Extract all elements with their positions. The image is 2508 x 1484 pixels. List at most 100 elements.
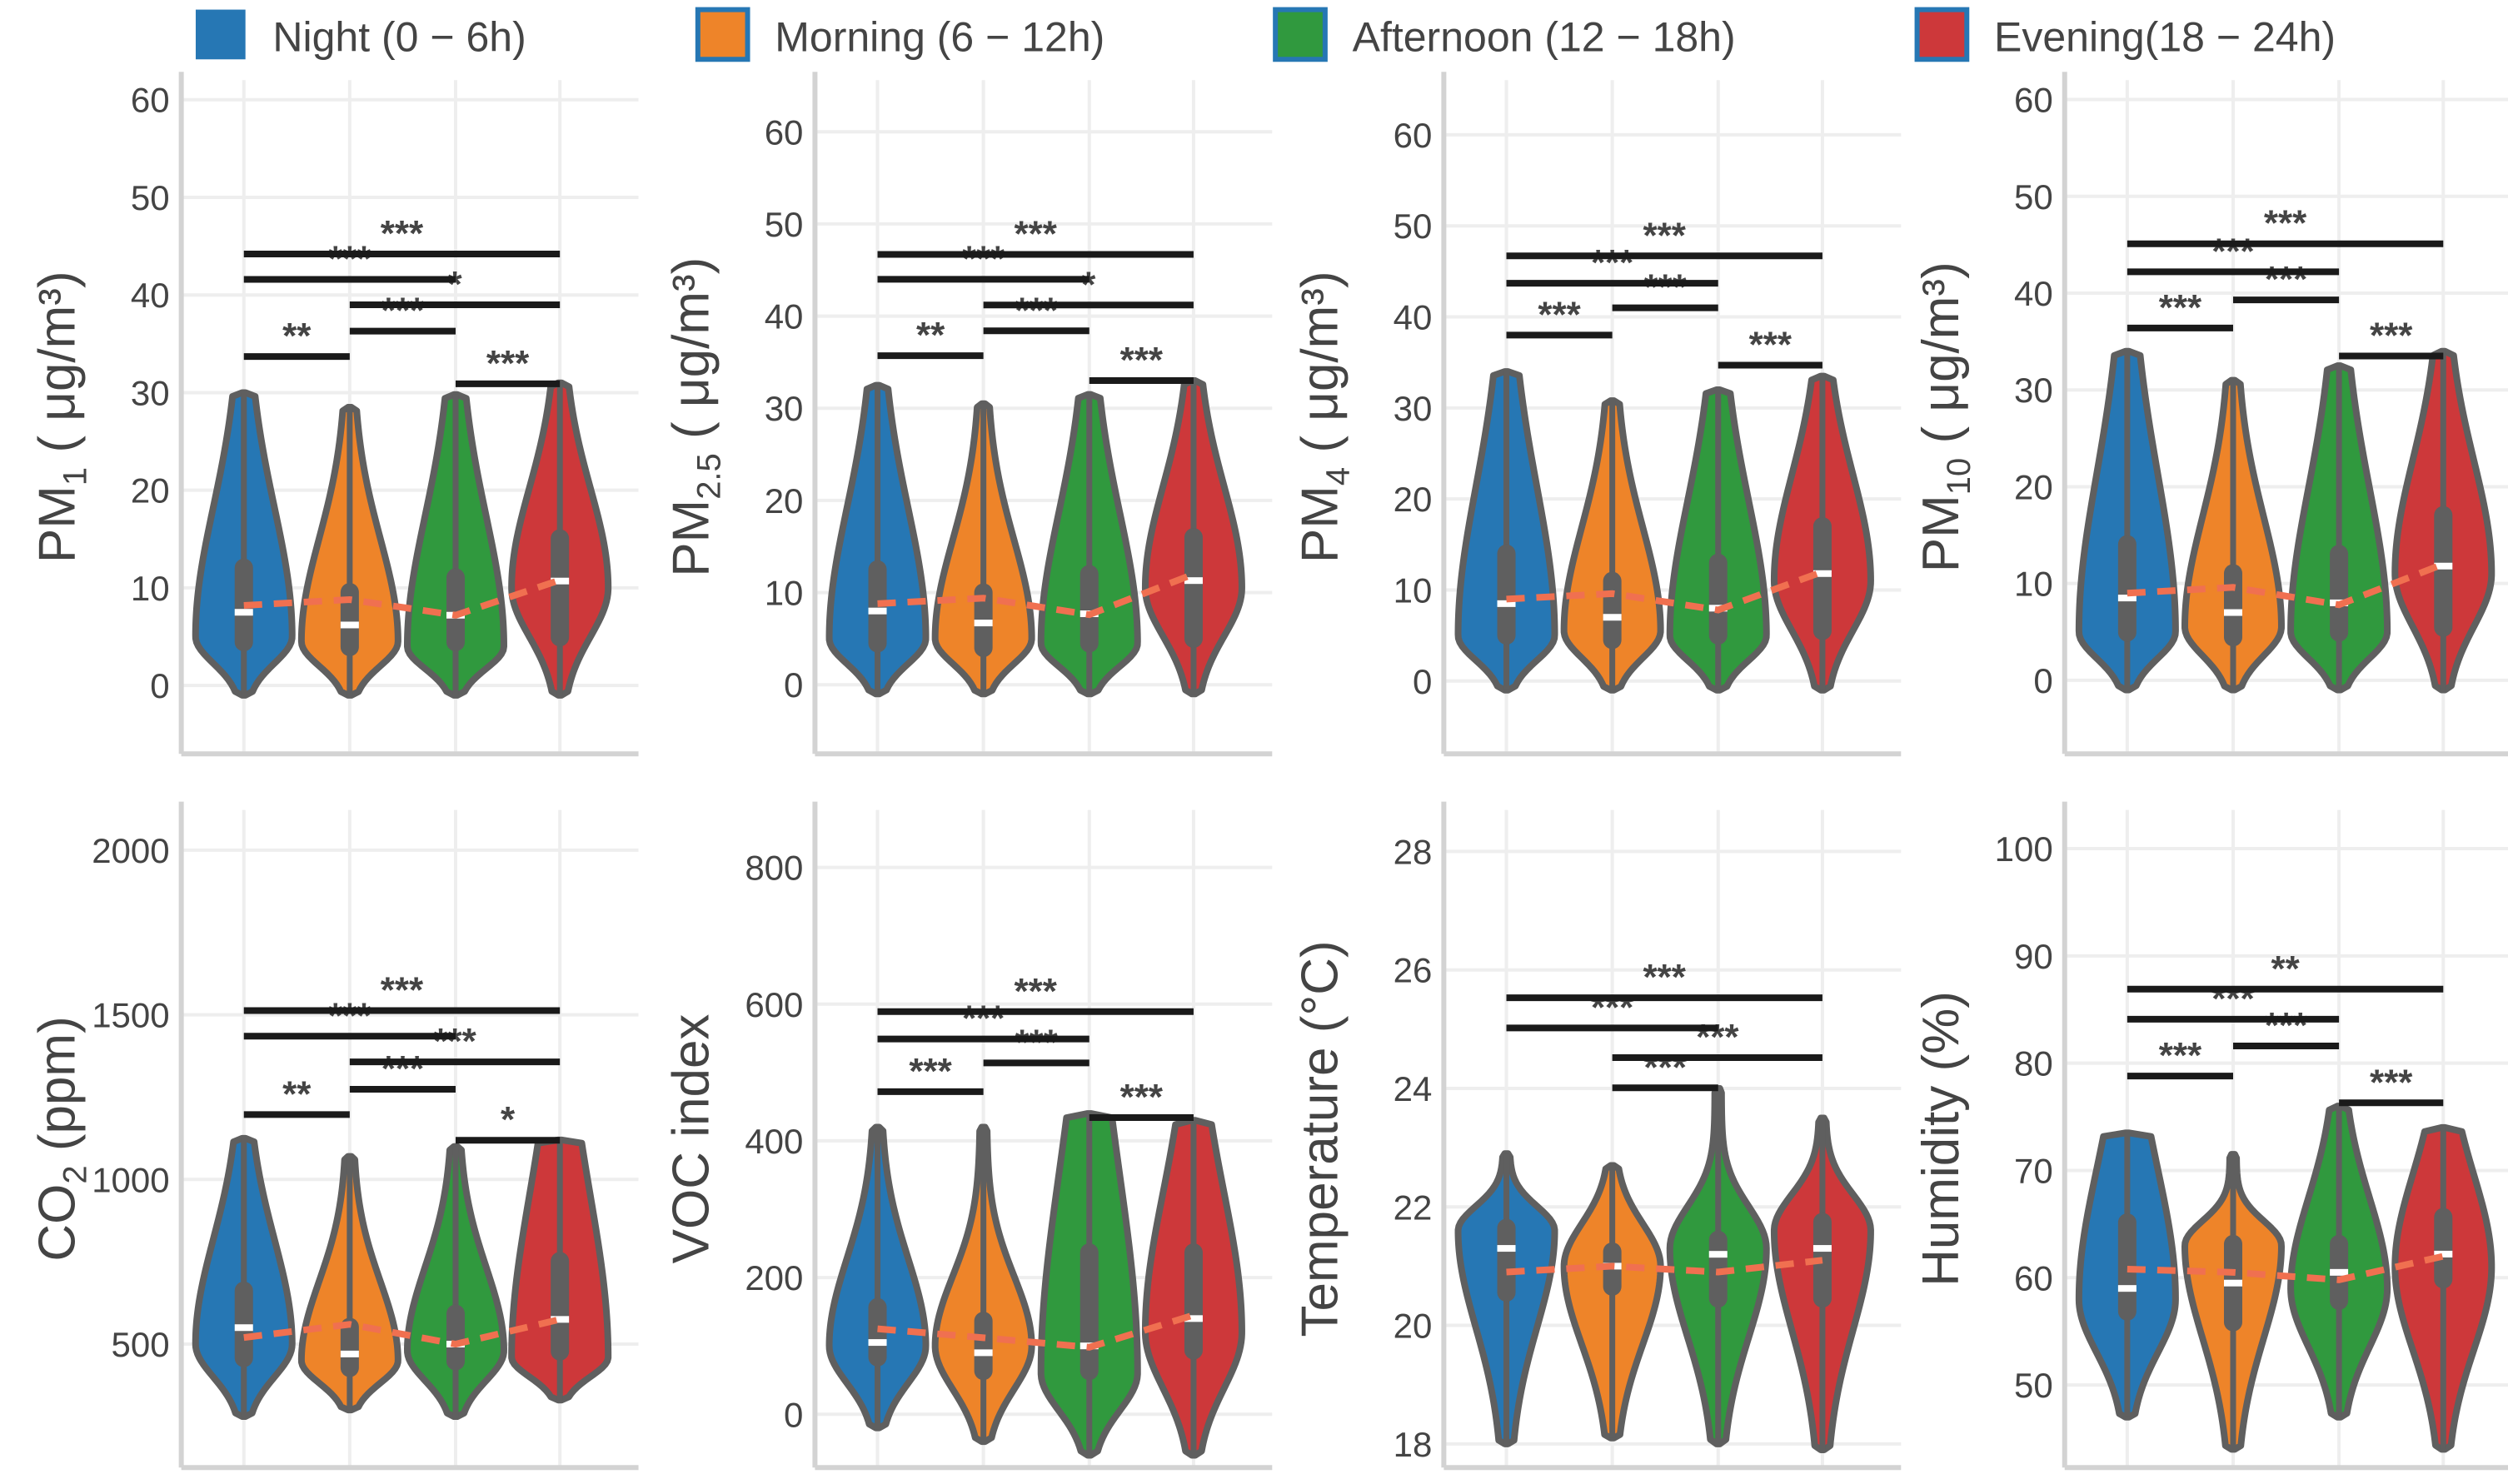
violin-median-marker <box>974 620 993 627</box>
violin-0 <box>825 1123 930 1432</box>
y-axis-label: PM4 ( μg/m³) <box>1291 271 1356 563</box>
y-axis-label-unit: ( μg/m³) <box>29 271 87 466</box>
significance-bracket: *** <box>1506 215 1822 260</box>
violin-1 <box>1560 397 1664 694</box>
y-tick-label: 0 <box>2033 661 2052 700</box>
violin-3 <box>1770 372 1874 694</box>
significance-label: *** <box>909 1051 952 1092</box>
significance-label: *** <box>486 343 530 384</box>
y-tick-label: 20 <box>1394 1307 1433 1346</box>
violin-iqr-box <box>868 1297 887 1367</box>
violin-iqr-box <box>1184 528 1203 648</box>
violin-3 <box>508 379 612 699</box>
y-tick-label: 28 <box>1394 832 1433 871</box>
y-axis-label: PM1 ( μg/m³) <box>29 271 94 563</box>
significance-bracket: ** <box>243 316 350 361</box>
significance-label: *** <box>1644 267 1688 308</box>
legend-swatch <box>195 9 246 60</box>
significance-label: *** <box>328 995 371 1036</box>
significance-bracket: *** <box>2127 203 2444 247</box>
significance-label: *** <box>433 1021 476 1062</box>
significance-label: *** <box>2265 259 2308 300</box>
significance-bracket: *** <box>1506 294 1613 339</box>
significance-label: ** <box>2271 949 2300 989</box>
violin-median-marker <box>1708 1251 1728 1258</box>
mean-trend-line <box>2127 560 2445 609</box>
significance-bracket: *** <box>877 238 1089 283</box>
y-tick-label: 30 <box>131 373 170 412</box>
violin-iqr-box <box>1497 544 1516 645</box>
y-axis-label-main: CO <box>29 1184 87 1262</box>
violin-median-marker <box>2434 562 2453 570</box>
y-tick-label: 0 <box>150 666 169 705</box>
violin-median-marker <box>1184 577 1203 585</box>
y-tick-label: 60 <box>765 112 804 152</box>
legend-swatch <box>1914 7 1970 62</box>
significance-bracket: *** <box>349 1048 456 1093</box>
y-tick-label: 60 <box>131 81 170 120</box>
significance-bracket: *** <box>877 213 1194 258</box>
y-tick-label: 40 <box>131 276 170 315</box>
significance-label: *** <box>2264 203 2307 244</box>
significance-label: *** <box>1538 294 1581 335</box>
violin-median-marker <box>340 621 359 629</box>
y-tick-label: 0 <box>1413 662 1432 701</box>
violin-median-marker <box>2434 1250 2453 1257</box>
y-tick-label: 40 <box>1394 298 1433 337</box>
violin-iqr-box <box>1708 553 1728 645</box>
y-tick-label: 20 <box>131 471 170 510</box>
y-tick-label: 60 <box>1394 116 1433 155</box>
violin-iqr-box <box>1079 1243 1099 1381</box>
significance-bracket: * <box>455 1099 561 1144</box>
y-tick-label: 60 <box>2014 81 2053 120</box>
significance-label: *** <box>381 291 425 331</box>
violin-median-marker <box>234 609 253 616</box>
violin-median-marker <box>2330 1268 2349 1276</box>
y-axis-label-main: PM <box>29 486 87 563</box>
mean-trend-line <box>1506 568 1824 614</box>
significance-bracket: *** <box>983 290 1089 335</box>
violin-iqr-box <box>868 560 887 653</box>
violin-3 <box>1141 1117 1245 1459</box>
y-axis-label-subscript: 2.5 <box>691 453 727 500</box>
legend-item: Morning (6 − 12h) <box>695 7 1104 62</box>
significance-label: *** <box>962 998 1005 1039</box>
mean-trend-line <box>2127 1252 2445 1283</box>
significance-bracket: *** <box>877 1051 984 1095</box>
significance-bracket: *** <box>349 291 456 335</box>
violin-iqr-box <box>2223 564 2242 647</box>
violin-2 <box>2287 362 2391 694</box>
y-tick-label: 20 <box>765 481 804 520</box>
violin-median-marker <box>1497 1245 1516 1252</box>
significance-bracket: *** <box>1506 242 1718 287</box>
violin-median-marker <box>868 1339 887 1347</box>
significance-label: *** <box>1643 957 1687 998</box>
significance-label: *** <box>1591 242 1634 283</box>
mean-trend-line <box>243 1316 561 1348</box>
significance-label: *** <box>2159 1035 2202 1076</box>
y-tick-label: 0 <box>784 665 803 705</box>
significance-bracket: *** <box>2127 1035 2233 1080</box>
y-tick-label: 50 <box>2014 1366 2053 1405</box>
violin-iqr-box <box>2117 1213 2137 1321</box>
violin-median-marker <box>2117 1285 2137 1292</box>
violin-1 <box>2181 376 2285 694</box>
significance-bracket: *** <box>243 995 456 1040</box>
y-tick-label: 40 <box>2014 274 2053 313</box>
legend-item: Night (0 − 6h) <box>195 9 526 61</box>
significance-bracket: ** <box>243 1073 350 1118</box>
violin-1 <box>2181 1151 2285 1453</box>
significance-label: *** <box>1015 290 1059 331</box>
significance-bracket: *** <box>455 343 561 387</box>
legend-item: Afternoon (12 − 18h) <box>1273 7 1736 62</box>
violin-2 <box>403 1143 507 1420</box>
significance-bracket: *** <box>1506 957 1822 1002</box>
y-axis-label-unit: ( μg/m³) <box>1912 261 1970 457</box>
significance-label: *** <box>2159 287 2202 328</box>
violin-0 <box>192 389 296 699</box>
y-tick-label: 100 <box>1995 829 2053 869</box>
y-tick-label: 30 <box>765 389 804 428</box>
violin-iqr-box <box>1497 1218 1516 1302</box>
legend-label: Morning (6 − 12h) <box>775 14 1104 61</box>
